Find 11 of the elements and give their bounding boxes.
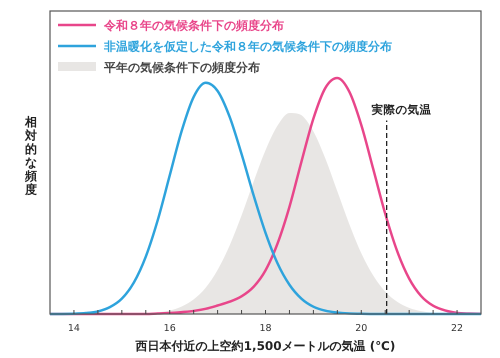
legend-label: 令和８年の気候条件下の頻度分布 — [103, 18, 284, 32]
x-tick-label: 22 — [451, 323, 464, 334]
x-tick-label: 14 — [68, 323, 80, 334]
x-tick-label: 18 — [259, 323, 272, 334]
ref-line-label: 実際の気温 — [370, 102, 432, 116]
x-tick-label: 16 — [164, 323, 176, 334]
legend-label: 非温暖化を仮定した令和８年の気候条件下の頻度分布 — [103, 40, 392, 54]
x-axis-title: 西日本付近の上空約1,500メートルの気温 (℃) — [134, 339, 396, 353]
x-tick-label: 20 — [355, 323, 368, 334]
y-axis-title: 相対的な頻度 — [24, 115, 37, 196]
legend-label: 平年の気候条件下の頻度分布 — [103, 60, 260, 74]
